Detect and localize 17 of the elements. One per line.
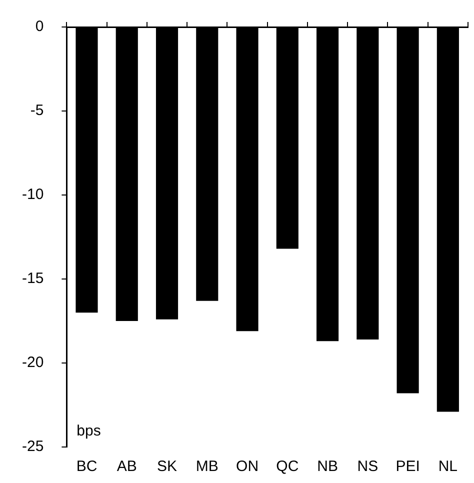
x-tick-label: BC — [76, 458, 98, 476]
y-tick-label: -15 — [22, 270, 44, 288]
x-tick-label: NS — [357, 458, 378, 476]
x-tick-label: QC — [276, 458, 299, 476]
x-tick-label: NB — [317, 458, 338, 476]
x-tick-label: SK — [157, 458, 178, 476]
y-tick-label: -20 — [22, 354, 44, 372]
annotation: bps — [76, 422, 101, 440]
x-tick-label: AB — [116, 458, 137, 476]
y-tick-label: 0 — [35, 18, 44, 36]
x-tick-label: NL — [438, 458, 458, 476]
y-tick-label: -5 — [30, 102, 44, 120]
x-tick-label: ON — [236, 458, 259, 476]
y-tick-label: -10 — [22, 186, 44, 204]
x-tick-label: MB — [196, 458, 218, 476]
y-tick-label: -25 — [22, 438, 44, 456]
x-tick-label: PEI — [396, 458, 420, 476]
